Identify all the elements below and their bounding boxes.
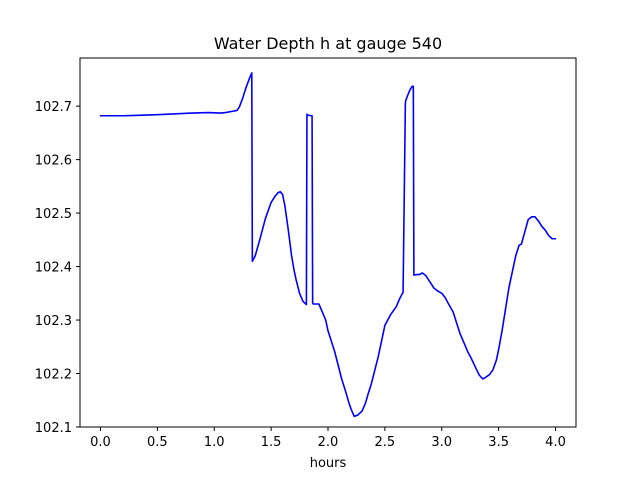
- x-tick-label: 3.5: [488, 435, 509, 450]
- x-tick-label: 4.0: [545, 435, 566, 450]
- y-tick-label: 102.2: [35, 368, 72, 383]
- x-tick-label: 0.5: [147, 435, 168, 450]
- x-tick-label: 1.0: [204, 435, 225, 450]
- x-tick-label: 3.0: [431, 435, 452, 450]
- tick-layer: 0.0 0.5 1.0 1.5 2.0 2.5 3.0 3.5 4.0 102.1 102.2 102…: [35, 100, 566, 450]
- series-layer: [99, 72, 557, 418]
- x-tick-label: 2.5: [375, 435, 396, 450]
- x-tick-label: 2.0: [318, 435, 339, 450]
- y-tick-label: 102.7: [35, 100, 72, 115]
- chart-title: Water Depth h at gauge 540: [214, 34, 442, 53]
- plot-frame: [79, 57, 577, 428]
- series-line: [99, 72, 557, 418]
- y-tick-label: 102.3: [35, 314, 72, 329]
- x-axis-label: hours: [310, 456, 347, 471]
- y-tick-label: 102.5: [35, 207, 72, 222]
- y-tick-label: 102.4: [35, 261, 72, 276]
- y-tick-label: 102.6: [35, 154, 72, 169]
- x-tick-label: 1.5: [261, 435, 282, 450]
- x-tick-label: 0.0: [90, 435, 111, 450]
- y-tick-label: 102.1: [35, 421, 72, 436]
